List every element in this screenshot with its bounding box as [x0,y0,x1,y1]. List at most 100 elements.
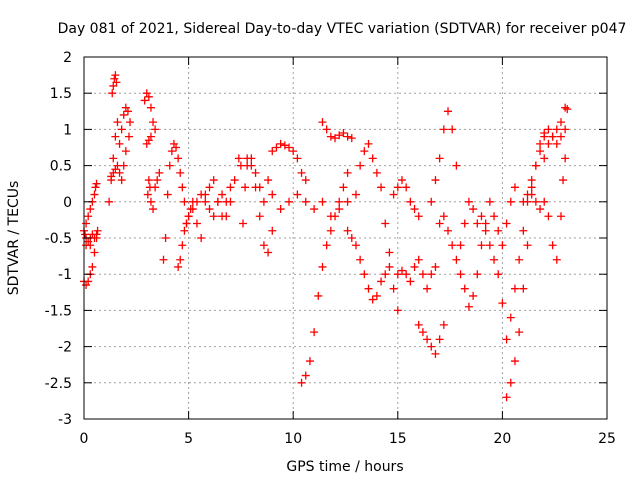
data-point [427,197,436,206]
data-point [536,147,545,156]
data-point [414,320,423,329]
data-point [293,154,302,163]
data-point [389,190,398,199]
data-point [552,255,561,264]
data-point [119,110,128,119]
data-point [167,147,176,156]
data-point [452,255,461,264]
data-point [481,226,490,235]
data-point [305,357,314,366]
data-point [264,176,273,185]
data-point [108,89,117,98]
data-point [149,205,158,214]
data-point [381,219,390,228]
data-point [343,226,352,235]
data-point [356,161,365,170]
data-point [339,183,348,192]
data-point [88,230,97,239]
data-point [176,168,185,177]
data-point [109,168,118,177]
data-point [481,219,490,228]
data-point [184,212,193,221]
data-point [435,219,444,228]
data-point [544,139,553,148]
data-point [439,212,448,221]
data-point [377,277,386,286]
y-tick-label: 1.5 [50,86,72,102]
data-point [153,176,162,185]
y-tick-label: -2.5 [45,376,72,392]
data-point [372,168,381,177]
data-point [531,161,540,170]
data-point [326,226,335,235]
data-point [556,132,565,141]
data-point [322,125,331,134]
data-point [178,241,187,250]
data-point [241,183,250,192]
data-point [431,176,440,185]
data-point [209,212,218,221]
data-point [285,143,294,152]
y-tick-label: 2 [63,50,72,66]
data-point [423,284,432,293]
data-point [460,219,469,228]
data-point [255,183,264,192]
data-point [293,190,302,199]
data-point [326,132,335,141]
data-point [82,241,91,250]
data-point [251,168,260,177]
data-point [151,183,160,192]
data-point [197,234,206,242]
data-point [201,197,210,206]
data-point [393,183,402,192]
data-point [155,168,164,177]
data-point [318,118,327,127]
data-point [414,255,423,264]
x-axis-label: GPS time / hours [286,459,403,475]
data-point [385,248,394,257]
x-tick-label: 10 [284,431,302,447]
data-point [347,234,356,242]
data-point [540,197,549,206]
data-point [146,197,155,206]
data-point [469,205,478,214]
data-point [506,378,515,387]
data-point [523,241,532,250]
chart-title: Day 081 of 2021, Sidereal Day-to-day VTE… [58,21,627,37]
data-point [335,205,344,214]
data-point [485,197,494,206]
data-point [498,299,507,308]
data-point [301,176,310,185]
data-point [268,147,277,156]
data-point [188,205,197,214]
x-tick-label: 5 [184,431,193,447]
y-tick-label: -1 [58,267,72,283]
data-point [174,262,183,271]
data-point [276,205,285,214]
data-point [92,179,101,188]
data-point [427,270,436,279]
data-point [93,226,102,235]
data-point [255,212,264,221]
data-point [121,147,130,156]
data-point [406,197,415,206]
data-point [477,212,486,221]
y-axis-label: SDTVAR / TECUs [6,181,22,296]
data-point [452,161,461,170]
data-point [351,190,360,199]
data-point [377,183,386,192]
data-point [182,219,191,228]
data-point [402,183,411,192]
data-point [494,226,503,235]
data-point [192,197,201,206]
data-point [310,328,319,337]
data-point [205,183,214,192]
data-point [502,335,511,344]
data-point [318,197,327,206]
data-point [159,255,168,264]
data-point [144,92,153,101]
data-point [180,226,189,235]
data-point [473,270,482,279]
data-point [381,270,390,279]
